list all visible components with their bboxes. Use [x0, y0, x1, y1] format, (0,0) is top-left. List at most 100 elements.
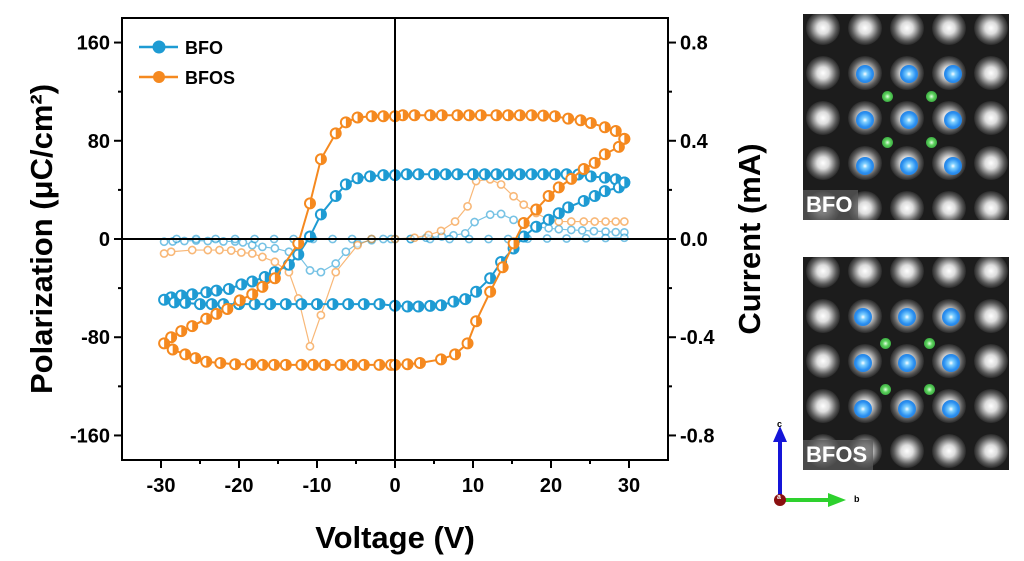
x-tick-label: -30 — [147, 475, 176, 497]
polarization-point-half — [600, 173, 605, 182]
lattice-column — [974, 14, 1008, 45]
current-point — [554, 224, 564, 234]
polarization-point-half — [586, 172, 591, 181]
lattice-column — [890, 191, 924, 220]
polarization-point-half — [469, 170, 473, 179]
polarization-point-half — [461, 295, 466, 304]
polarization-point-half — [207, 300, 212, 309]
fe-atom-overlay — [942, 400, 960, 418]
polarization-point-half — [550, 112, 555, 121]
current-point — [331, 259, 341, 268]
fe-atom-overlay — [898, 308, 916, 326]
b-axis-label: b — [854, 494, 860, 504]
fe-atom-overlay — [900, 157, 918, 175]
polarization-point-half — [403, 302, 408, 311]
polarization-point-half — [590, 192, 595, 201]
polarization-point-half — [341, 118, 346, 127]
current-point — [305, 266, 315, 275]
current-point — [166, 247, 176, 257]
polarization-point-half — [353, 174, 358, 183]
polarization-point-half — [532, 222, 537, 231]
polarization-point-half — [414, 302, 419, 311]
lattice-column — [890, 434, 924, 468]
legend-marker-bfos — [153, 71, 165, 83]
polarization-point-half — [437, 355, 442, 364]
y2-tick-label: -0.8 — [680, 425, 714, 447]
polarization-point-half — [160, 339, 165, 348]
polarization-point-half — [480, 170, 485, 179]
polarization-point-half — [260, 273, 265, 282]
fe-atom-overlay — [944, 157, 962, 175]
fe-atom-overlay — [900, 111, 918, 129]
lattice-column — [848, 257, 882, 288]
polarization-point-half — [539, 170, 544, 179]
polarization-point-half — [586, 118, 591, 127]
fe-atom-overlay — [854, 354, 872, 372]
o-atom-overlay — [881, 90, 893, 102]
polarization-point-half — [367, 112, 372, 121]
current-point — [485, 210, 495, 220]
current-point — [159, 249, 169, 258]
polarization-point-half — [544, 192, 549, 201]
polarization-point-half — [170, 298, 175, 307]
polarization-point-half — [297, 300, 302, 309]
polarization-point-half — [600, 150, 605, 159]
current-point — [424, 230, 433, 240]
polarization-point-half — [188, 322, 193, 331]
lattice-column — [974, 344, 1008, 378]
polarization-point-half — [492, 111, 497, 120]
polarization-point-half — [486, 287, 491, 296]
polarization-point-half — [212, 309, 217, 318]
current-point — [215, 245, 224, 255]
y2-axis-title: Current (mA) — [732, 143, 767, 334]
polarization-point-half — [519, 219, 524, 228]
polarization-point-half — [567, 174, 572, 183]
polarization-point-half — [248, 290, 253, 299]
crystal-axes-triad — [773, 426, 846, 507]
lattice-column — [974, 101, 1008, 135]
polarization-point-half — [544, 215, 549, 224]
polarization-point-half — [379, 112, 384, 121]
o-atom-overlay — [881, 136, 893, 148]
polarization-point-half — [611, 175, 616, 184]
current-point — [450, 217, 460, 226]
polarization-point-half — [294, 239, 299, 248]
polarization-point-half — [465, 111, 470, 120]
chart-axes: -30 -20 -10 0 10 20 30 160 80 0 -80 -160 0.8 0.4 0.0 -0… — [70, 17, 715, 497]
stem-label-bfo: BFO — [803, 190, 859, 220]
polarization-point-half — [250, 300, 255, 309]
polarization-point-half — [297, 360, 302, 369]
polarization-point-half — [426, 301, 431, 310]
polarization-point-half — [359, 360, 364, 369]
fe-atom-overlay — [854, 400, 872, 418]
current-point — [619, 217, 629, 226]
fe-atom-overlay — [942, 308, 960, 326]
polarization-point-half — [341, 180, 346, 189]
current-point — [247, 249, 257, 258]
polarization-point-half — [515, 111, 520, 120]
fe-atom-overlay — [898, 354, 916, 372]
polarization-point-half — [486, 274, 491, 283]
polarization-point-half — [270, 360, 275, 369]
polarization-point-half — [316, 210, 321, 219]
polarization-point-half — [258, 282, 263, 291]
polarization-point-half — [196, 300, 200, 309]
fe-atom-overlay — [856, 65, 874, 83]
y-tick-label: -80 — [81, 327, 110, 349]
polarization-point-half — [202, 357, 207, 366]
y-tick-label: -160 — [70, 425, 110, 447]
fe-atom-overlay — [854, 308, 872, 326]
polarization-point-half — [504, 170, 509, 179]
polarization-point-half — [177, 291, 182, 300]
stem-label-bfos: BFOS — [803, 440, 874, 470]
current-point — [353, 240, 362, 250]
lattice-column — [974, 389, 1008, 423]
polarization-point-half — [550, 170, 555, 179]
polarization-point-half — [316, 155, 321, 164]
current-point — [236, 248, 246, 257]
polarization-point-half — [463, 339, 468, 348]
current-point — [270, 257, 280, 267]
fe-atom-overlay — [944, 65, 962, 83]
current-point — [579, 217, 589, 226]
